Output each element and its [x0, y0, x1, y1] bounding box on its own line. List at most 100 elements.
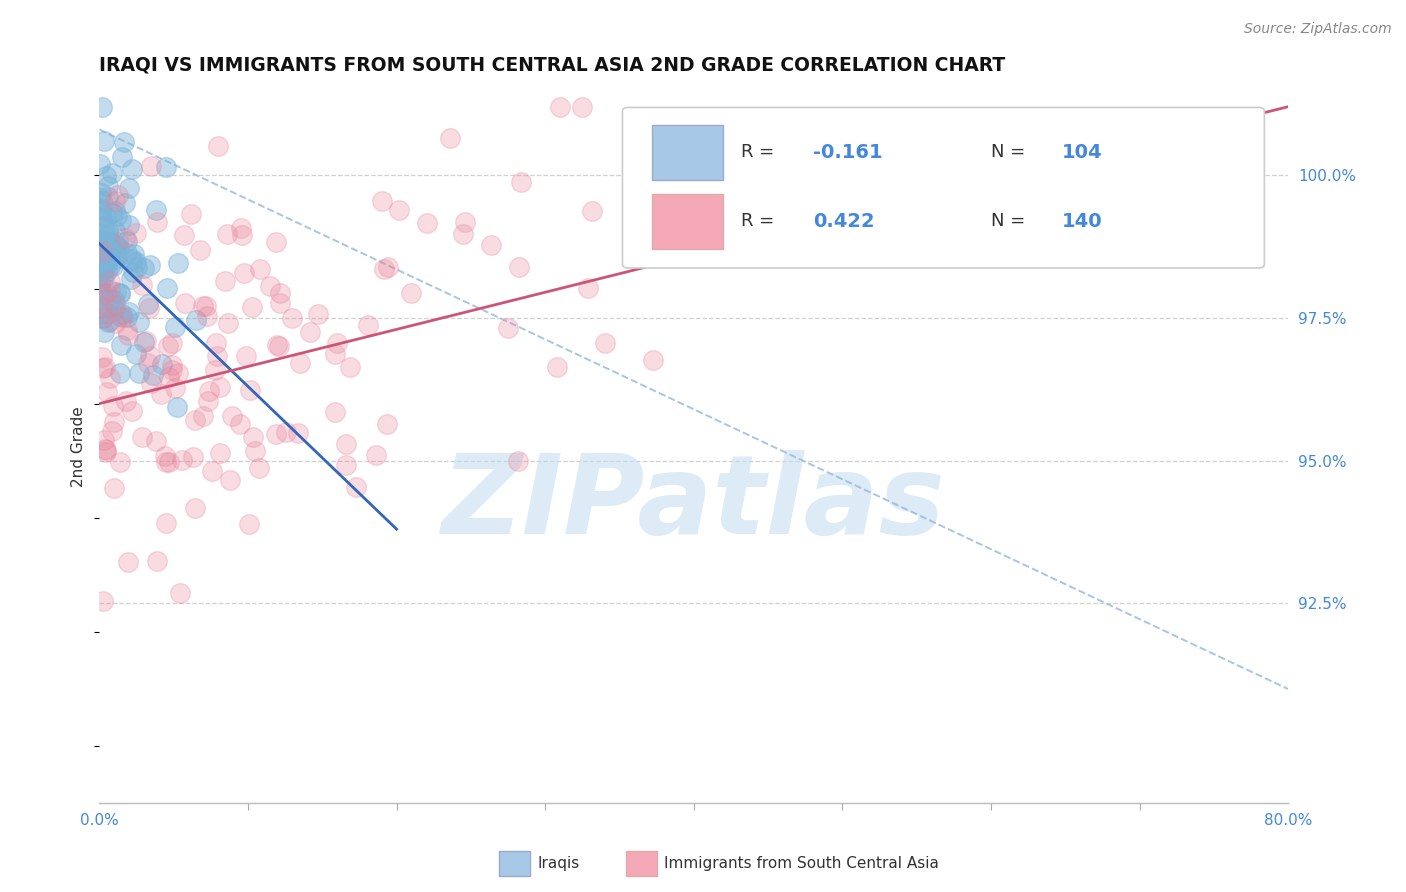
Point [104, 252, 127, 266]
Point [101, 259, 124, 273]
Point [93, 325, 115, 339]
Point [219, 473, 242, 487]
Point [204, 335, 226, 350]
Text: N =: N = [991, 212, 1031, 230]
Text: ZIPatlas: ZIPatlas [441, 450, 946, 557]
Point [101, 206, 124, 220]
Point [166, 400, 188, 414]
Point [506, 454, 529, 468]
Point [98, 260, 121, 274]
Point [335, 436, 357, 450]
Point [115, 246, 138, 260]
Point [108, 455, 131, 469]
Point [91, 310, 114, 325]
Point [90, 301, 112, 315]
Point [221, 409, 243, 424]
Point [100, 234, 122, 248]
Point [139, 159, 162, 173]
Point [287, 426, 309, 441]
Point [117, 305, 139, 319]
Point [103, 415, 125, 429]
Point [207, 139, 229, 153]
Point [93, 260, 115, 274]
Point [155, 516, 177, 530]
Point [576, 280, 599, 294]
Point [593, 335, 616, 350]
FancyBboxPatch shape [652, 125, 724, 180]
Point [208, 446, 231, 460]
Point [184, 413, 207, 427]
Point [103, 293, 125, 308]
Point [259, 278, 281, 293]
Point [96, 229, 118, 244]
Point [91, 202, 114, 216]
Text: -0.161: -0.161 [813, 143, 883, 162]
Point [138, 350, 160, 364]
Point [97, 190, 120, 204]
Point [191, 299, 214, 313]
Point [163, 381, 186, 395]
Point [344, 480, 367, 494]
Point [93, 134, 115, 148]
Point [240, 300, 263, 314]
Point [90, 211, 112, 226]
Point [118, 180, 141, 194]
Point [138, 258, 160, 272]
Point [138, 301, 160, 315]
Point [145, 434, 167, 448]
Point [157, 455, 180, 469]
Point [335, 458, 357, 472]
Point [179, 206, 201, 220]
Point [641, 353, 664, 368]
Point [90, 209, 112, 223]
Point [439, 130, 461, 145]
Point [325, 405, 347, 419]
Point [198, 384, 221, 398]
Point [546, 359, 568, 374]
Point [141, 376, 163, 391]
Point [93, 221, 115, 235]
Point [581, 204, 603, 219]
Point [120, 272, 142, 286]
Point [94, 210, 117, 224]
Point [104, 303, 127, 318]
Point [104, 285, 127, 299]
Point [454, 215, 477, 229]
Point [155, 160, 177, 174]
Point [90, 285, 112, 299]
Point [153, 450, 176, 464]
Point [326, 336, 349, 351]
Point [108, 286, 131, 301]
Point [101, 248, 124, 262]
Point [94, 260, 117, 275]
Point [98, 283, 121, 297]
Point [233, 267, 256, 281]
Point [96, 263, 118, 277]
Point [247, 461, 270, 475]
Point [93, 242, 115, 256]
Point [89, 242, 111, 256]
Point [205, 349, 228, 363]
Point [96, 169, 118, 183]
Point [104, 224, 127, 238]
Point [197, 394, 219, 409]
Point [115, 323, 138, 337]
Point [114, 196, 136, 211]
Point [166, 256, 188, 270]
Point [121, 254, 143, 268]
Point [195, 309, 218, 323]
Point [235, 350, 257, 364]
Point [100, 274, 122, 288]
Point [371, 194, 394, 208]
Point [548, 100, 571, 114]
Point [174, 296, 197, 310]
Point [128, 315, 150, 329]
Text: 0.422: 0.422 [813, 212, 875, 231]
Point [104, 204, 127, 219]
Point [127, 260, 149, 274]
Text: R =: R = [741, 212, 780, 230]
Point [217, 316, 239, 330]
Point [89, 232, 111, 246]
Point [89, 252, 111, 267]
Point [451, 227, 474, 241]
